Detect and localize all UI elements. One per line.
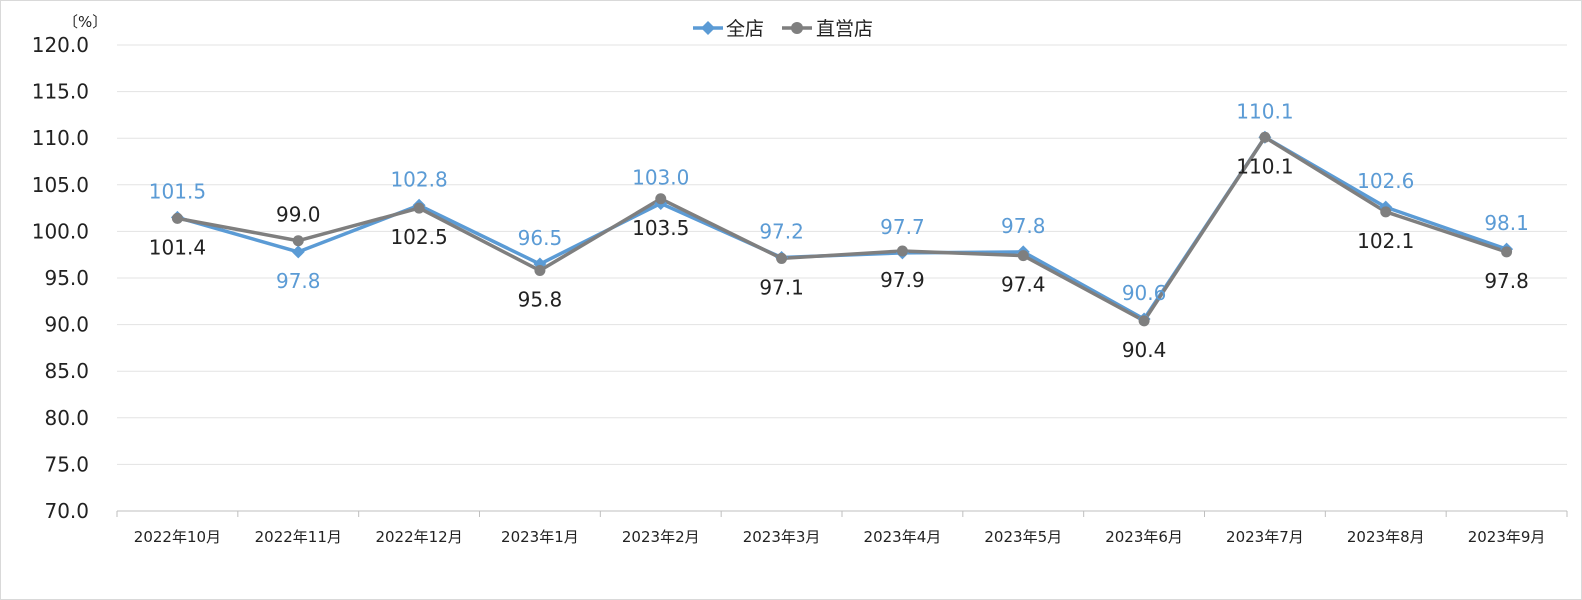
x-tick-label: 2023年1月 — [501, 528, 579, 546]
legend-label: 直営店 — [816, 18, 873, 40]
x-tick-label: 2023年9月 — [1468, 528, 1546, 546]
y-tick-label: 75.0 — [44, 452, 89, 476]
data-label: 110.1 — [1236, 99, 1293, 123]
data-label: 101.4 — [149, 235, 206, 259]
data-point-marker — [171, 212, 183, 224]
axis-layer: 〔%〕 120.0 115.0 110.0 105.0 100.0 95.0 90.0 85.… — [32, 13, 1568, 546]
data-label: 101.5 — [149, 179, 206, 203]
y-tick-label: 105.0 — [32, 173, 89, 197]
data-label: 90.6 — [1122, 281, 1167, 305]
data-label: 90.4 — [1122, 338, 1167, 362]
y-tick-label: 115.0 — [32, 80, 89, 104]
data-label: 95.8 — [518, 288, 563, 312]
data-label: 97.9 — [880, 268, 925, 292]
x-tick-label: 2023年8月 — [1347, 528, 1425, 546]
y-tick-label: 80.0 — [44, 406, 89, 430]
data-point-marker — [896, 245, 908, 257]
x-tick-label: 2023年6月 — [1105, 528, 1183, 546]
legend: 全店 直営店 — [693, 18, 873, 40]
data-point-marker — [292, 235, 304, 247]
x-tick-label: 2023年7月 — [1226, 528, 1304, 546]
y-tick-label: 100.0 — [32, 219, 89, 243]
data-label: 97.4 — [1001, 273, 1046, 297]
legend-label: 全店 — [726, 18, 764, 40]
legend-marker — [701, 21, 715, 35]
x-tick-label: 2023年4月 — [864, 528, 942, 546]
data-label: 103.0 — [632, 165, 689, 189]
data-label: 97.8 — [276, 269, 321, 293]
data-point-marker — [1501, 246, 1513, 258]
x-tick-label: 2023年5月 — [984, 528, 1062, 546]
y-tick-label: 95.0 — [44, 266, 89, 290]
data-label: 97.2 — [759, 219, 804, 243]
data-label: 97.8 — [1484, 269, 1529, 293]
data-point-marker — [1380, 206, 1392, 218]
y-tick-label: 110.0 — [32, 126, 89, 150]
data-point-marker — [1259, 131, 1271, 143]
data-point-marker — [776, 252, 788, 264]
x-tick-label: 2022年10月 — [134, 528, 221, 546]
data-label: 96.5 — [518, 226, 563, 250]
data-label: 97.7 — [880, 215, 925, 239]
x-tick-label: 2022年12月 — [375, 528, 462, 546]
data-label: 97.1 — [759, 275, 804, 299]
y-tick-label: 90.0 — [44, 313, 89, 337]
data-label: 102.8 — [390, 167, 447, 191]
data-label: 103.5 — [632, 216, 689, 240]
data-point-marker — [413, 202, 425, 214]
y-tick-label: 70.0 — [44, 499, 89, 523]
y-axis-unit-label: 〔%〕 — [63, 13, 107, 31]
series-line-chokueiten — [177, 135, 1508, 323]
data-point-marker — [1017, 250, 1029, 262]
data-point-marker — [1138, 315, 1150, 327]
data-label: 102.1 — [1357, 229, 1414, 253]
y-tick-label: 120.0 — [32, 33, 89, 57]
x-tick-label: 2022年11月 — [255, 528, 342, 546]
x-tick-label: 2023年3月 — [743, 528, 821, 546]
x-tick-label: 2023年2月 — [622, 528, 700, 546]
data-label: 99.0 — [276, 203, 321, 227]
data-point-marker — [655, 193, 667, 205]
data-point-marker — [534, 265, 546, 277]
data-label-layer: 101.5 97.8 102.8 96.5 103.0 97.2 97.7 97.8 90.6 1… — [149, 99, 1529, 362]
legend-marker — [791, 22, 803, 34]
series-layer — [170, 130, 1514, 327]
data-label: 110.1 — [1236, 154, 1293, 178]
y-tick-label: 85.0 — [44, 359, 89, 383]
data-point-marker — [291, 245, 305, 259]
data-label: 98.1 — [1484, 211, 1529, 235]
data-label: 102.6 — [1357, 169, 1414, 193]
data-label: 97.8 — [1001, 214, 1046, 238]
grid-layer — [117, 44, 1567, 512]
data-label: 102.5 — [390, 225, 447, 249]
